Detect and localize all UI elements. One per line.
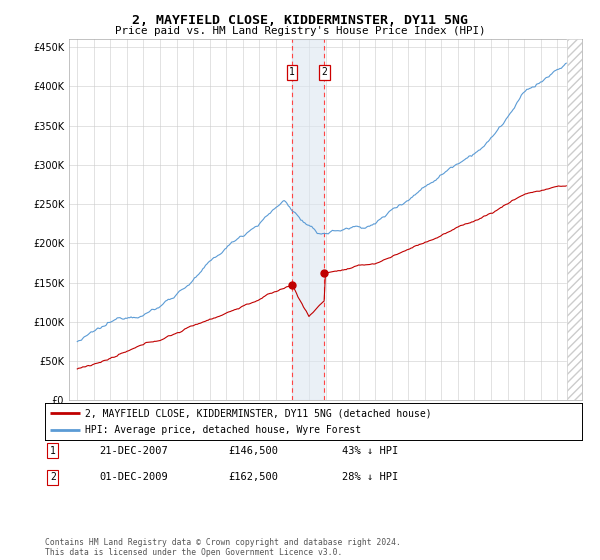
Text: 01-DEC-2009: 01-DEC-2009	[99, 472, 168, 482]
Text: 1: 1	[289, 67, 295, 77]
Text: £146,500: £146,500	[228, 446, 278, 456]
Text: 21-DEC-2007: 21-DEC-2007	[99, 446, 168, 456]
Text: 2: 2	[50, 472, 56, 482]
Text: 43% ↓ HPI: 43% ↓ HPI	[342, 446, 398, 456]
Text: 2, MAYFIELD CLOSE, KIDDERMINSTER, DY11 5NG (detached house): 2, MAYFIELD CLOSE, KIDDERMINSTER, DY11 5…	[85, 408, 432, 418]
Text: £162,500: £162,500	[228, 472, 278, 482]
Text: HPI: Average price, detached house, Wyre Forest: HPI: Average price, detached house, Wyre…	[85, 425, 361, 435]
Text: 2: 2	[321, 67, 327, 77]
Bar	[567, 39, 582, 400]
Text: 1: 1	[50, 446, 56, 456]
Text: 28% ↓ HPI: 28% ↓ HPI	[342, 472, 398, 482]
Bar	[567, 39, 582, 400]
Text: Price paid vs. HM Land Registry's House Price Index (HPI): Price paid vs. HM Land Registry's House …	[115, 26, 485, 36]
Text: 2, MAYFIELD CLOSE, KIDDERMINSTER, DY11 5NG: 2, MAYFIELD CLOSE, KIDDERMINSTER, DY11 5…	[132, 14, 468, 27]
Bar	[292, 39, 324, 400]
Text: Contains HM Land Registry data © Crown copyright and database right 2024.
This d: Contains HM Land Registry data © Crown c…	[45, 538, 401, 557]
